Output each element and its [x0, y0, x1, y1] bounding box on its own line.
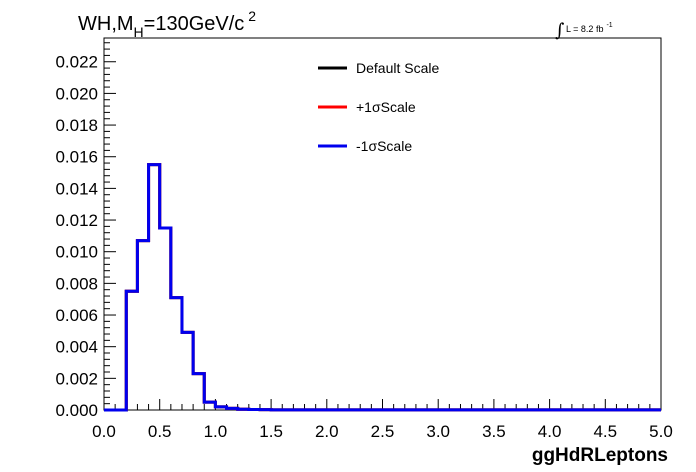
y-tick-label: 0.004	[55, 338, 98, 357]
x-tick-label: 4.0	[538, 422, 562, 441]
series-line	[104, 163, 661, 412]
y-tick-label: 0.002	[55, 369, 98, 388]
svg-text:L = 8.2 fb-1: L = 8.2 fb -1	[566, 22, 613, 34]
x-tick-label: 3.5	[482, 422, 506, 441]
legend-label: Default Scale	[356, 60, 439, 76]
y-tick-label: 0.020	[55, 84, 98, 103]
lumi-label: ∫ L = 8.2 fb -1	[555, 20, 613, 41]
lumi-superscript: -1	[606, 22, 612, 29]
series-line	[104, 163, 661, 412]
series-line	[104, 163, 661, 412]
x-tick-label: 2.0	[315, 422, 339, 441]
series-group	[104, 163, 661, 412]
x-tick-label: 0.0	[92, 422, 116, 441]
y-tick-label: 0.016	[55, 148, 98, 167]
y-tick-label: 0.000	[55, 401, 98, 420]
y-tick-label: 0.022	[55, 53, 98, 72]
legend: Default Scale +1σScale -1σScale	[318, 60, 439, 154]
x-tick-label: 3.0	[426, 422, 450, 441]
legend-label: -1σScale	[356, 138, 412, 154]
y-axis: 0.000 0.002 0.004 0.006 0.008 0.010 0.012 0.014…	[55, 42, 116, 420]
integral-icon: ∫	[555, 20, 565, 41]
x-tick-label: 1.5	[259, 422, 283, 441]
x-axis: 0.0 0.5 1.0 1.5 2.0 2.5 3.0 3.5 4.0 4.5 5.0	[92, 399, 673, 441]
title-superscript: 2	[248, 8, 256, 24]
y-tick-label: 0.008	[55, 274, 98, 293]
chart-title: WH,MH=130GeV/c 2	[78, 8, 256, 40]
x-tick-label: 4.5	[593, 422, 617, 441]
y-tick-label: 0.012	[55, 211, 98, 230]
title-subscript: H	[134, 24, 144, 40]
title-rest: =130GeV/c	[144, 13, 245, 35]
title-main: WH,M	[78, 13, 134, 35]
x-tick-label: 1.0	[204, 422, 228, 441]
x-axis-label: ggHdRLeptons	[532, 445, 668, 466]
x-tick-label: 2.5	[371, 422, 395, 441]
x-tick-label: 5.0	[649, 422, 673, 441]
y-tick-label: 0.018	[55, 116, 98, 135]
y-tick-label: 0.014	[55, 179, 98, 198]
y-tick-label: 0.006	[55, 306, 98, 325]
lumi-text: L = 8.2 fb	[566, 24, 603, 34]
y-tick-label: 0.010	[55, 243, 98, 262]
legend-label: +1σScale	[356, 99, 416, 115]
x-tick-label: 0.5	[148, 422, 172, 441]
plot-frame	[103, 37, 662, 411]
